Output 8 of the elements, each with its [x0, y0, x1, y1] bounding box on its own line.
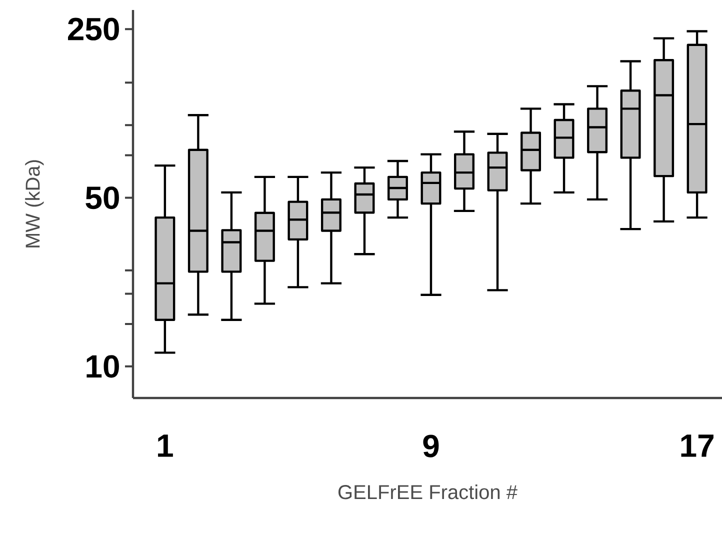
x-tick-label: 17 — [681, 434, 714, 457]
y-tick-label: 50 — [86, 186, 119, 210]
x-axis-title: GELFrEE Fraction # — [338, 484, 518, 500]
y-axis-title: MW (kDa) — [25, 160, 44, 248]
y-tick-label: 250 — [68, 18, 119, 40]
x-tick-label: 1 — [158, 434, 173, 457]
x-tick-label: 9 — [423, 434, 439, 458]
y-tick-label: 10 — [86, 355, 119, 378]
